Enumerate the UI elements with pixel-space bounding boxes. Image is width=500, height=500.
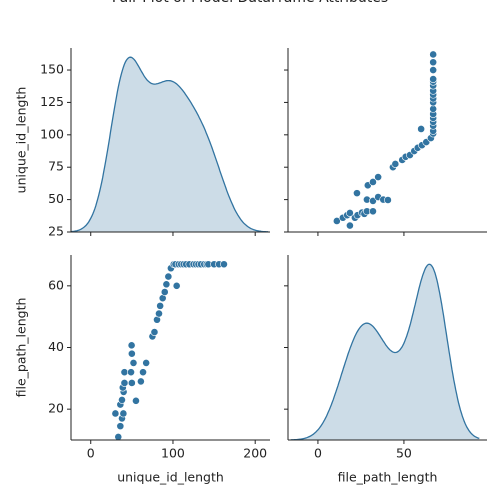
scatter-point [391,160,400,168]
scatter-point [156,301,165,310]
kde-area [290,264,480,440]
scatter-point [429,66,438,74]
scatter-point [429,58,438,67]
scatter-point [127,368,135,377]
scatter-point [429,50,438,59]
scatter-point [142,359,151,367]
x-tick-label: 0 [87,446,95,461]
y-tick-label: 75 [48,159,64,174]
scatter-point [384,196,392,204]
scatter-point [155,309,163,318]
kde-area [71,57,269,233]
scatter-point [120,368,129,377]
scatter-point [162,280,171,289]
scatter-point [332,217,341,225]
scatter-point [150,328,159,336]
scatter-point [429,75,438,83]
x-axis-label: unique_id_length [117,470,224,485]
scatter-point [160,288,169,296]
scatter-point [172,281,181,290]
scatter-point [417,125,426,133]
scatter-point [132,396,140,405]
x-tick-label: 0 [314,446,322,461]
scatter-point [139,368,147,377]
scatter-point [346,209,354,217]
x-tick-label: 100 [161,446,185,461]
scatter-point [111,409,120,418]
scatter-point [369,207,377,216]
x-tick-label: 200 [243,446,267,461]
y-tick-label: 50 [48,191,64,206]
scatter-point [118,396,126,404]
scatter-point [429,105,438,113]
scatter-point [114,433,123,441]
scatter-point [127,349,136,358]
scatter-point [369,197,377,205]
y-tick-label: 25 [48,224,64,239]
scatter-point [120,379,129,387]
scatter-point [369,178,377,186]
scatter-point [136,377,145,386]
scatter-point [127,379,136,387]
scatter-point [346,221,354,230]
x-axis-label: file_path_length [338,470,438,485]
y-tick-label: 40 [48,339,64,354]
y-tick-label: 60 [48,277,64,292]
scatter-point [129,359,138,367]
y-axis-label: unique_id_length [14,87,29,194]
kde-line [290,263,480,441]
x-tick-label: 50 [396,446,412,461]
scatter-point [127,341,136,350]
y-tick-label: 20 [48,401,64,416]
scatter-point [119,409,128,418]
chart-title: Pair Plot of Model DataFrame Attributes [112,0,388,6]
y-tick-label: 125 [40,94,64,109]
scatter-point [164,272,173,281]
scatter-point [374,173,383,181]
scatter-point [353,189,361,198]
y-axis-label: file_path_length [14,298,29,398]
scatter-point [220,260,228,269]
y-tick-label: 100 [40,126,64,141]
kde-line [71,56,269,233]
y-tick-label: 150 [40,62,64,77]
scatter-point [116,422,125,431]
